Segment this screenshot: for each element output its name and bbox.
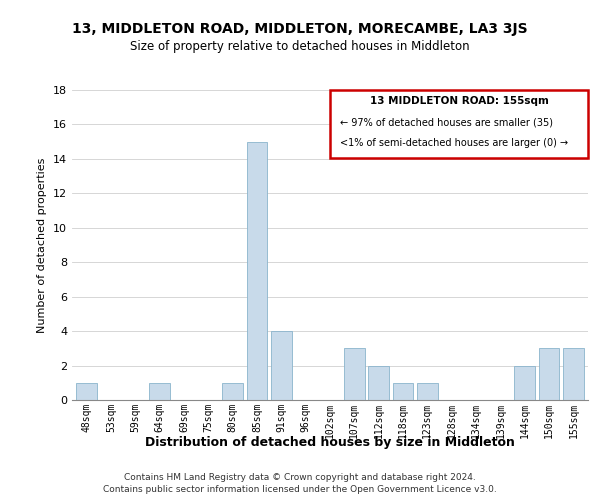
Bar	[247, 142, 268, 400]
Bar	[417, 383, 438, 400]
Bar	[149, 383, 170, 400]
Bar	[271, 331, 292, 400]
Text: 13 MIDDLETON ROAD: 155sqm: 13 MIDDLETON ROAD: 155sqm	[370, 96, 548, 106]
Bar	[368, 366, 389, 400]
Bar	[392, 383, 413, 400]
Bar	[539, 348, 559, 400]
Bar	[563, 348, 584, 400]
Text: ← 97% of detached houses are smaller (35): ← 97% of detached houses are smaller (35…	[340, 118, 553, 128]
Text: Distribution of detached houses by size in Middleton: Distribution of detached houses by size …	[145, 436, 515, 449]
Text: <1% of semi-detached houses are larger (0) →: <1% of semi-detached houses are larger (…	[340, 138, 568, 148]
Bar	[222, 383, 243, 400]
FancyBboxPatch shape	[330, 90, 588, 158]
Text: Contains public sector information licensed under the Open Government Licence v3: Contains public sector information licen…	[103, 485, 497, 494]
Y-axis label: Number of detached properties: Number of detached properties	[37, 158, 47, 332]
Text: Contains HM Land Registry data © Crown copyright and database right 2024.: Contains HM Land Registry data © Crown c…	[124, 472, 476, 482]
Bar	[514, 366, 535, 400]
Text: 13, MIDDLETON ROAD, MIDDLETON, MORECAMBE, LA3 3JS: 13, MIDDLETON ROAD, MIDDLETON, MORECAMBE…	[72, 22, 528, 36]
Bar	[76, 383, 97, 400]
Bar	[344, 348, 365, 400]
Text: Size of property relative to detached houses in Middleton: Size of property relative to detached ho…	[130, 40, 470, 53]
